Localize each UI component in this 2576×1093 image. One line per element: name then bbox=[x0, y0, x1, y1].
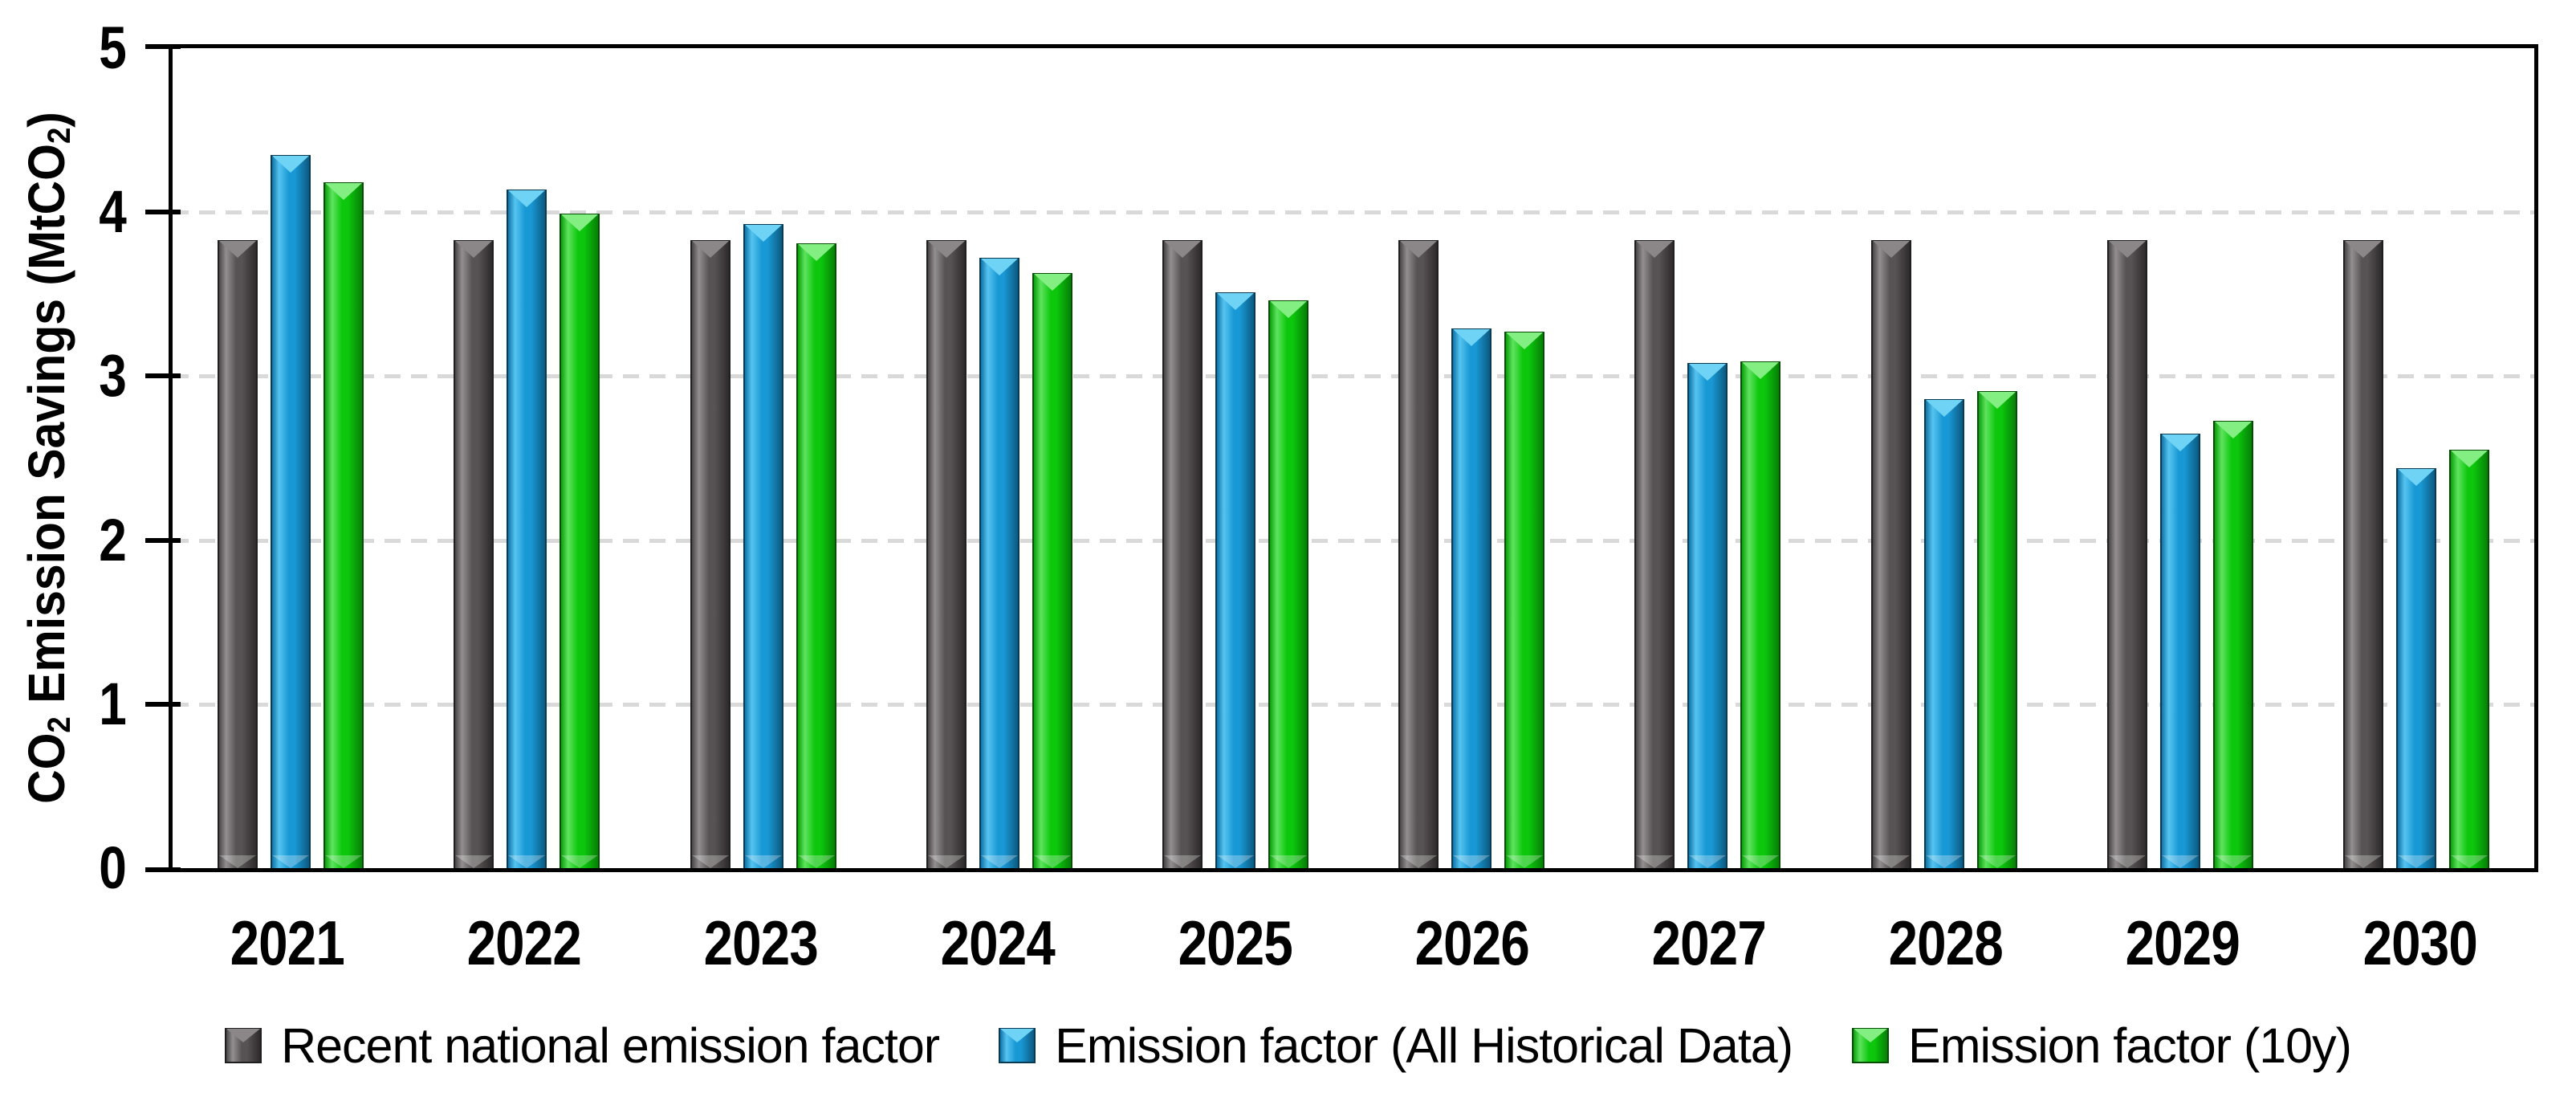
bar-emission-factor-all-historical-data-2028 bbox=[1923, 399, 1964, 868]
bar-emission-factor-10y-2024 bbox=[1032, 272, 1072, 869]
x-axis-labels: 2021 2022 2023 2024 2025 2026 2027 2028 2029 2030 bbox=[169, 904, 2538, 981]
x-axis-label-2028: 2028 bbox=[1827, 904, 2064, 981]
y-axis-title-subscript: 2 bbox=[42, 127, 78, 145]
gridline-1 bbox=[173, 702, 2534, 707]
bar-emission-factor-all-historical-data-2021 bbox=[271, 154, 311, 869]
y-axis-tick-0 bbox=[145, 867, 181, 872]
legend-marker-emission-factor-10y bbox=[1852, 1028, 1890, 1063]
bar-group-2027 bbox=[1589, 48, 1825, 869]
bar-emission-factor-10y-2028 bbox=[1976, 390, 2017, 869]
bar-emission-factor-all-historical-data-2027 bbox=[1687, 363, 1728, 868]
bar-recent-national-emission-factor-2022 bbox=[454, 239, 494, 869]
bar-emission-factor-10y-2030 bbox=[2448, 450, 2489, 868]
x-axis-label-text: 2021 bbox=[230, 907, 344, 978]
bar-group-2025 bbox=[1117, 48, 1353, 869]
y-tick-label-text: 0 bbox=[99, 834, 127, 901]
x-axis-label-text: 2028 bbox=[1888, 907, 2004, 978]
x-axis-label-2024: 2024 bbox=[880, 904, 1117, 981]
y-tick-label-5: 5 bbox=[22, 12, 128, 84]
x-axis-label-text: 2029 bbox=[2126, 907, 2240, 978]
bar-recent-national-emission-factor-2028 bbox=[1870, 239, 1911, 869]
bar-group-2026 bbox=[1353, 48, 1589, 869]
bar-emission-factor-10y-2022 bbox=[560, 214, 600, 868]
bar-emission-factor-10y-2027 bbox=[1740, 361, 1781, 868]
bar-group-2023 bbox=[645, 48, 881, 869]
x-axis-label-text: 2025 bbox=[1178, 907, 1292, 978]
y-tick-label-0: 0 bbox=[22, 832, 128, 904]
x-axis-label-text: 2027 bbox=[1651, 907, 1767, 978]
x-axis-label-text: 2026 bbox=[1414, 907, 1529, 978]
y-axis-tick-5 bbox=[145, 44, 181, 49]
bar-recent-national-emission-factor-2023 bbox=[690, 239, 730, 869]
bar-group-2022 bbox=[409, 48, 645, 869]
x-axis-label-2029: 2029 bbox=[2065, 904, 2301, 981]
bar-group-2024 bbox=[881, 48, 1117, 869]
bar-emission-factor-10y-2025 bbox=[1268, 300, 1308, 868]
legend-item-recent-national-emission-factor: Recent national emission factor bbox=[225, 1018, 940, 1074]
bar-emission-factor-10y-2026 bbox=[1504, 332, 1545, 868]
bar-recent-national-emission-factor-2021 bbox=[218, 239, 258, 869]
x-axis-label-text: 2030 bbox=[2362, 907, 2477, 978]
bar-recent-national-emission-factor-2026 bbox=[1398, 239, 1439, 869]
bar-group-2028 bbox=[1825, 48, 2061, 869]
y-axis-tick-1 bbox=[145, 701, 181, 707]
x-axis-label-2025: 2025 bbox=[1117, 904, 1353, 981]
x-axis-label-text: 2023 bbox=[703, 907, 819, 978]
y-tick-label-1: 1 bbox=[22, 668, 128, 740]
y-tick-label-text: 1 bbox=[99, 670, 127, 737]
bar-emission-factor-all-historical-data-2022 bbox=[507, 189, 547, 869]
y-tick-label-text: 3 bbox=[99, 342, 127, 410]
x-axis-label-2030: 2030 bbox=[2301, 904, 2538, 981]
bar-emission-factor-10y-2029 bbox=[2212, 420, 2253, 869]
bar-emission-factor-all-historical-data-2023 bbox=[743, 223, 783, 868]
y-axis-tick-4 bbox=[145, 210, 181, 215]
legend-label-emission-factor-all-historical-data: Emission factor (All Historical Data) bbox=[1055, 1018, 1793, 1073]
legend-label-emission-factor-10y: Emission factor (10y) bbox=[1908, 1018, 2352, 1073]
bar-emission-factor-all-historical-data-2024 bbox=[979, 258, 1019, 868]
y-tick-label-text: 4 bbox=[99, 178, 127, 246]
x-axis-label-2023: 2023 bbox=[642, 904, 879, 981]
bar-recent-national-emission-factor-2030 bbox=[2342, 239, 2383, 869]
x-axis-label-text: 2024 bbox=[941, 907, 1056, 978]
x-axis-label-2022: 2022 bbox=[405, 904, 642, 981]
y-tick-label-4: 4 bbox=[22, 176, 128, 248]
bar-recent-national-emission-factor-2027 bbox=[1634, 239, 1675, 869]
y-tick-label-3: 3 bbox=[22, 340, 128, 412]
bar-recent-national-emission-factor-2029 bbox=[2106, 239, 2147, 869]
bar-emission-factor-all-historical-data-2025 bbox=[1215, 292, 1255, 868]
x-axis-label-2027: 2027 bbox=[1590, 904, 1827, 981]
y-axis-title-text: ) bbox=[18, 112, 75, 128]
bar-emission-factor-all-historical-data-2026 bbox=[1451, 328, 1492, 868]
gridline-4 bbox=[173, 210, 2534, 215]
x-axis-label-text: 2022 bbox=[466, 907, 582, 978]
y-axis-tick-2 bbox=[145, 537, 181, 543]
y-axis-title-text: CO bbox=[18, 732, 75, 804]
bar-recent-national-emission-factor-2025 bbox=[1162, 239, 1203, 869]
y-tick-label-2: 2 bbox=[22, 504, 128, 577]
gridline-3 bbox=[173, 374, 2534, 379]
plot-area bbox=[145, 44, 2538, 872]
y-axis-tick-3 bbox=[145, 373, 181, 379]
gridline-2 bbox=[173, 538, 2534, 543]
bar-emission-factor-10y-2023 bbox=[796, 243, 836, 868]
legend-marker-emission-factor-all-historical-data bbox=[999, 1028, 1036, 1063]
legend-item-emission-factor-all-historical-data: Emission factor (All Historical Data) bbox=[999, 1018, 1793, 1074]
bar-group-2030 bbox=[2298, 48, 2534, 869]
y-tick-label-text: 2 bbox=[99, 506, 127, 573]
x-axis-label-2021: 2021 bbox=[169, 904, 405, 981]
legend-marker-recent-national-emission-factor bbox=[225, 1028, 262, 1063]
bar-emission-factor-all-historical-data-2030 bbox=[2395, 467, 2436, 869]
bar-recent-national-emission-factor-2024 bbox=[926, 239, 967, 869]
bar-group-2021 bbox=[173, 48, 409, 869]
y-tick-label-text: 5 bbox=[99, 14, 127, 81]
chart-legend: Recent national emission factor Emission … bbox=[0, 1004, 2576, 1087]
x-axis-label-2026: 2026 bbox=[1353, 904, 1590, 981]
bar-group-2029 bbox=[2062, 48, 2298, 869]
bar-emission-factor-all-historical-data-2029 bbox=[2159, 433, 2200, 869]
bar-emission-factor-10y-2021 bbox=[324, 182, 364, 868]
legend-item-emission-factor-10y: Emission factor (10y) bbox=[1852, 1018, 2352, 1074]
legend-label-recent-national-emission-factor: Recent national emission factor bbox=[281, 1018, 940, 1073]
bar-groups bbox=[173, 48, 2534, 869]
